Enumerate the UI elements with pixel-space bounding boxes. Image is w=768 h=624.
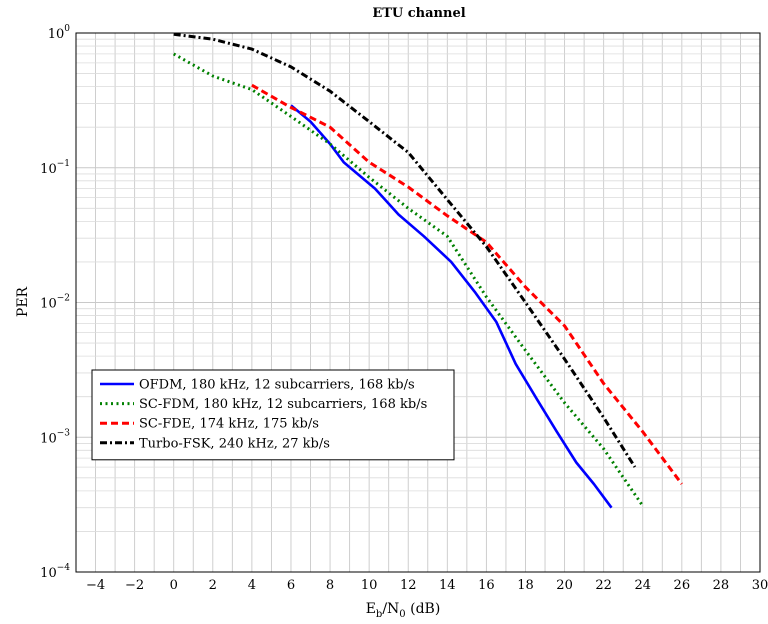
x-tick-label: −4 <box>86 578 105 593</box>
legend-label: OFDM, 180 kHz, 12 subcarriers, 168 kb/s <box>139 378 415 393</box>
plot-frame <box>75 32 761 573</box>
grid <box>76 33 760 572</box>
x-tick-label: 4 <box>248 578 256 593</box>
series-lines <box>172 32 684 509</box>
y-axis-label: PER <box>15 286 31 317</box>
x-tick-label: 24 <box>634 578 651 593</box>
series-line-3 <box>251 83 684 485</box>
y-tick-label: 10−2 <box>40 294 70 312</box>
series-line-2 <box>172 52 644 507</box>
x-tick-label: 12 <box>400 578 417 593</box>
x-tick-label: 8 <box>326 578 334 593</box>
x-tick-label: 22 <box>595 578 612 593</box>
y-tick-label: 10−4 <box>40 563 70 581</box>
y-tick-labels: 100 10−1 10−2 10−3 10−4 <box>40 24 70 581</box>
series-line-1 <box>290 104 613 509</box>
x-tick-label: 2 <box>209 578 217 593</box>
y-tick-label: 10−3 <box>40 428 70 446</box>
legend-box <box>91 369 455 461</box>
x-tick-label: 30 <box>752 578 768 593</box>
y-tick-label: 100 <box>48 24 71 42</box>
legend-label: SC-FDE, 174 kHz, 175 kb/s <box>139 417 319 432</box>
x-tick-label: 28 <box>713 578 730 593</box>
series-line-4 <box>173 32 637 468</box>
legend: OFDM, 180 kHz, 12 subcarriers, 168 kb/s S… <box>91 369 455 461</box>
x-tick-label: 26 <box>674 578 691 593</box>
x-axis-label: Eb/N0 (dB) <box>366 601 441 620</box>
x-tick-label: 20 <box>556 578 573 593</box>
x-tick-label: −2 <box>125 578 144 593</box>
x-tick-label: 0 <box>170 578 178 593</box>
x-tick-label: 18 <box>517 578 534 593</box>
chart-title: ETU channel <box>372 6 465 21</box>
x-tick-label: 10 <box>361 578 378 593</box>
x-tick-label: 14 <box>439 578 456 593</box>
legend-label: Turbo-FSK, 240 kHz, 27 kb/s <box>139 436 330 451</box>
y-tick-label: 10−1 <box>40 159 70 177</box>
legend-label: SC-FDM, 180 kHz, 12 subcarriers, 168 kb/… <box>139 397 427 412</box>
x-tick-labels: −4 −2 0 2 4 6 8 10 12 14 16 18 20 22 24 26 28 30 <box>86 578 768 593</box>
x-tick-label: 16 <box>478 578 495 593</box>
x-tick-label: 6 <box>287 578 295 593</box>
